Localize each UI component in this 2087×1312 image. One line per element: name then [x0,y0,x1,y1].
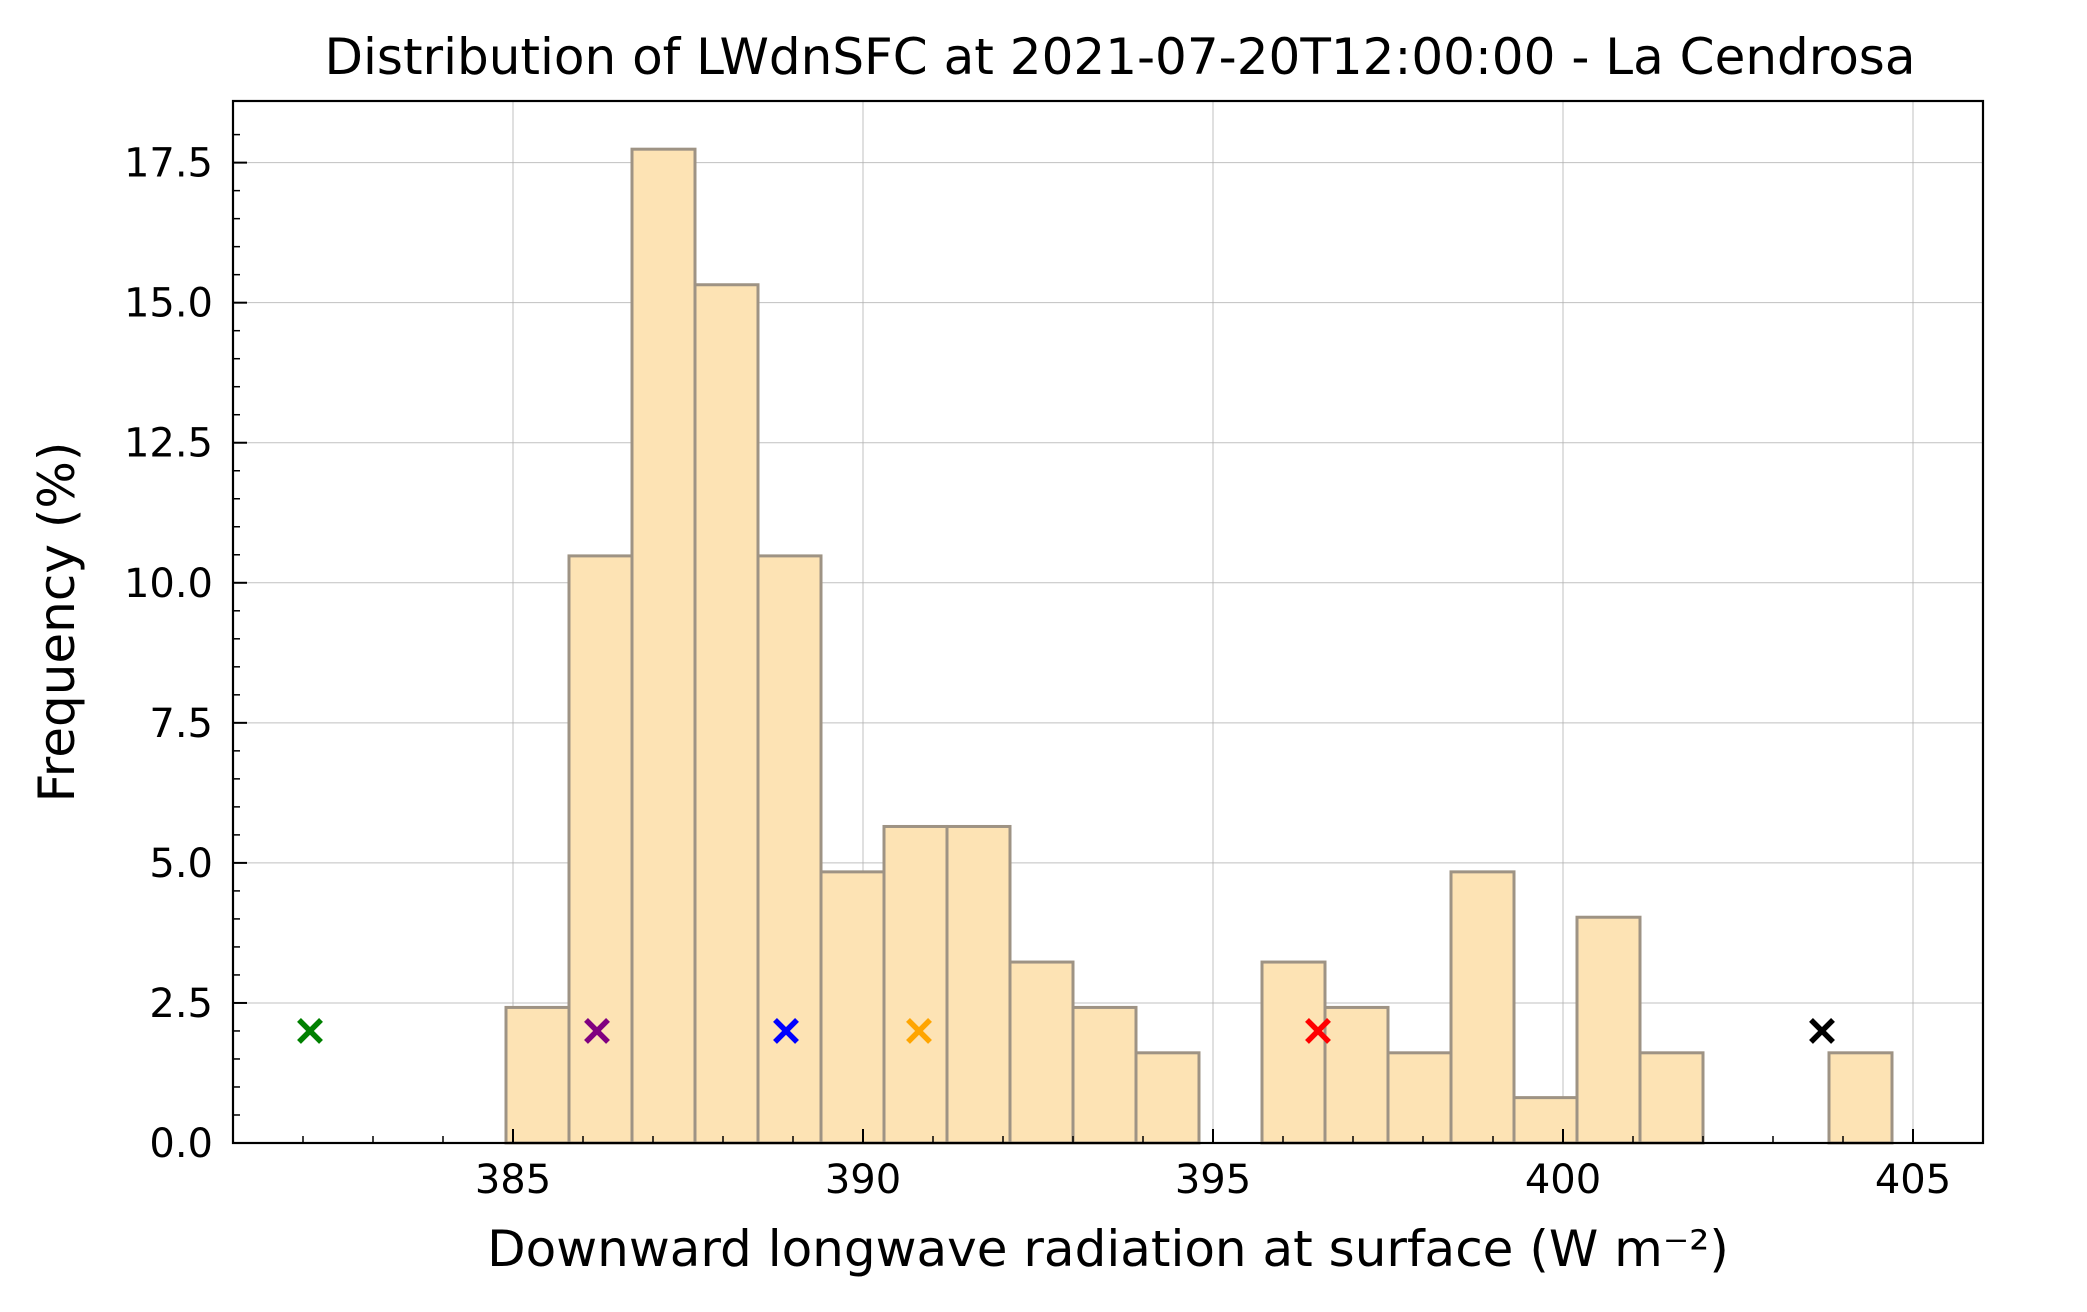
grid-lines [233,101,1983,1144]
y-tick-label: 5.0 [149,841,213,887]
histogram-bar [882,824,949,1145]
y-axis-label: Frequency (%) [28,442,86,803]
histogram-bar [945,824,1012,1145]
axis-ticks: 385 390 395 400 405 0.0 2.5 5.0 7.5 10.0 12.5 15.0 1… [124,133,1951,1203]
chart-title: Distribution of LWdnSFC at 2021-07-20T12… [325,28,1916,86]
x-marker [297,1018,323,1044]
y-tick-label: 0.0 [149,1121,213,1167]
histogram-bar [1323,1005,1390,1145]
y-tick-label: 7.5 [149,701,213,747]
histogram-bar [504,1005,571,1145]
x-tick-label: 395 [1175,1157,1251,1203]
histogram-bar [1260,960,1327,1145]
histogram-bars [504,147,1894,1145]
histogram-bar [819,870,886,1145]
histogram-bar [756,554,823,1145]
plot-frame [231,99,1985,1145]
y-tick-label: 17.5 [124,141,213,187]
x-tick-label: 390 [825,1157,901,1203]
x-tick-label: 400 [1525,1157,1601,1203]
x-marker [1809,1018,1835,1044]
value-markers [297,1018,1835,1044]
x-marker [906,1018,932,1044]
histogram-bar [567,554,634,1145]
histogram-bar [1512,1096,1579,1145]
x-marker [1305,1018,1331,1044]
x-tick-label: 405 [1875,1157,1951,1203]
histogram-bar [1134,1051,1201,1145]
y-tick-label: 15.0 [124,281,213,327]
histogram-bar [693,283,760,1145]
histogram-bar [1071,1005,1138,1145]
histogram-bar [1449,870,1516,1145]
histogram-bar [1008,960,1075,1145]
histogram-bar [630,147,697,1145]
x-marker [773,1018,799,1044]
x-axis-label: Downward longwave radiation at surface (… [487,1220,1729,1278]
histogram-bar [1827,1051,1894,1145]
y-tick-label: 12.5 [124,421,213,467]
x-marker [584,1018,610,1044]
histogram-bar [1575,915,1642,1145]
histogram-bar [1386,1051,1453,1145]
y-tick-label: 10.0 [124,561,213,607]
y-tick-label: 2.5 [149,981,213,1027]
histogram-bar [1638,1051,1705,1145]
x-tick-label: 385 [475,1157,551,1203]
